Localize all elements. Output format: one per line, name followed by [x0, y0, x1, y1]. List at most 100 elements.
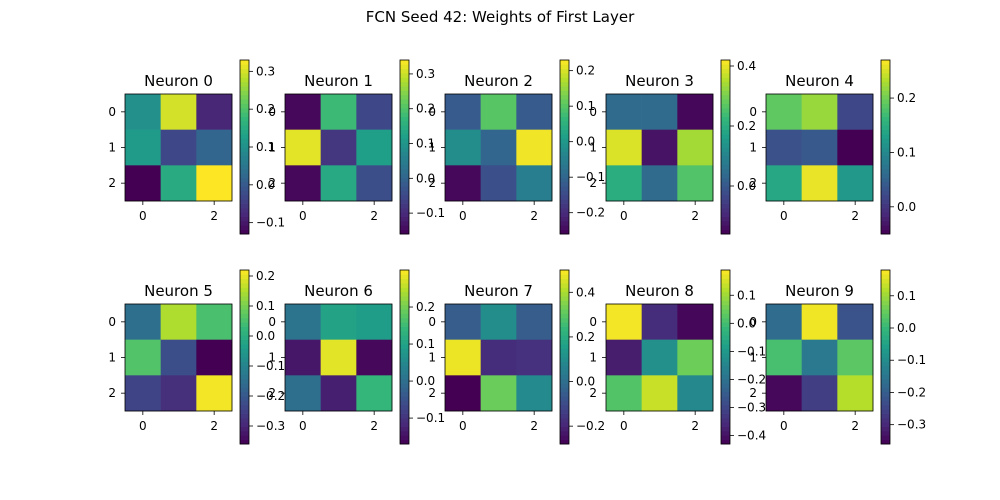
colorbar-segment [881, 99, 890, 104]
colorbar-segment [560, 125, 569, 130]
heatmap-cell [766, 375, 802, 412]
heatmap-cell [516, 375, 553, 412]
colorbar-segment [560, 181, 569, 187]
colorbar-segment [721, 81, 730, 87]
heatmap-cell [445, 375, 481, 412]
colorbar-segment [560, 278, 569, 284]
colorbar-segment [721, 155, 730, 161]
heatmap-cell [285, 165, 321, 202]
colorbar-segment [400, 138, 409, 144]
y-tick-label: 0 [428, 315, 436, 329]
colorbar-segment [400, 396, 409, 401]
colorbar-segment [400, 409, 409, 414]
colorbar-segment [240, 186, 249, 191]
colorbar-segment [400, 133, 409, 139]
heatmap-cell [320, 94, 357, 130]
y-tick-label: 1 [108, 351, 116, 365]
colorbar-segment [560, 326, 569, 332]
colorbar-segment [881, 352, 890, 358]
colorbar-segment [721, 339, 730, 345]
colorbar-segment [240, 361, 249, 367]
colorbar-segment [400, 190, 409, 196]
y-tick-label: 0 [589, 105, 597, 119]
colorbar-segment [721, 417, 730, 423]
colorbar-segment [400, 173, 409, 178]
colorbar-segment [560, 216, 569, 222]
heatmap-cell [516, 94, 553, 130]
x-tick-label: 2 [210, 209, 218, 223]
panel-title: Neuron 4 [785, 72, 854, 90]
colorbar-segment [881, 326, 890, 332]
heatmap-cell [606, 165, 642, 202]
colorbar-segment [721, 374, 730, 380]
y-tick-label: 0 [108, 315, 116, 329]
colorbar-segment [240, 203, 249, 209]
colorbar-segment [240, 60, 249, 65]
heatmap-cell [641, 94, 678, 130]
colorbar-segment [240, 173, 249, 178]
colorbar-segment [240, 94, 249, 100]
colorbar-segment [721, 330, 730, 336]
colorbar-segment [721, 225, 730, 231]
heatmap-cell [125, 165, 161, 202]
colorbar-segment [240, 86, 249, 91]
colorbar-frame [720, 59, 731, 235]
heatmap-panel: Neuron 6 0 1 2 0 2 −0.1 0.0 0.1 0.2 [268, 269, 445, 445]
colorbar-segment [240, 343, 249, 349]
heatmap-cell [641, 375, 678, 412]
colorbar-tick-label: 0.0 [897, 200, 916, 214]
heatmap-cell [445, 94, 481, 130]
heatmap-cell [766, 129, 802, 166]
colorbar-segment [240, 220, 249, 226]
heatmap-cell [480, 375, 517, 412]
colorbar-segment [881, 220, 890, 226]
colorbar-segment [240, 199, 249, 204]
colorbar-segment [240, 181, 249, 187]
colorbar-segment [721, 370, 730, 375]
colorbar-segment [881, 129, 890, 135]
heatmap-cell [285, 339, 321, 376]
colorbar-segment [721, 107, 730, 113]
heatmap-cell [801, 375, 838, 412]
colorbar-segment [881, 426, 890, 432]
heatmap-cell [837, 129, 874, 166]
colorbar-frame [239, 269, 250, 445]
colorbar-segment [240, 207, 249, 213]
colorbar-tick-label: −0.2 [576, 419, 605, 433]
colorbar-segment [560, 212, 569, 217]
heatmap-cell [160, 339, 197, 376]
colorbar-segment [400, 216, 409, 222]
colorbar-segment [721, 173, 730, 178]
colorbar-tick-label: 0.2 [416, 300, 435, 314]
x-tick-label: 0 [299, 209, 307, 223]
heatmap-cell [125, 375, 161, 412]
y-tick-label: 0 [589, 315, 597, 329]
colorbar-tick-label: 0.2 [256, 102, 275, 116]
colorbar-segment [240, 142, 249, 148]
colorbar-segment [240, 322, 249, 327]
colorbar-segment [560, 99, 569, 104]
colorbar-segment [240, 365, 249, 371]
y-tick-label: 0 [428, 105, 436, 119]
heatmap-cell [196, 375, 233, 412]
colorbar-segment [560, 160, 569, 165]
colorbar-segment [560, 409, 569, 414]
x-tick-label: 2 [210, 419, 218, 433]
colorbar-segment [560, 81, 569, 87]
colorbar-tick-label: 0.0 [576, 375, 595, 389]
colorbar-segment [881, 207, 890, 213]
colorbar-segment [881, 225, 890, 231]
colorbar-segment [721, 383, 730, 388]
heatmap-cell [677, 129, 714, 166]
heatmap-cell [837, 94, 874, 130]
colorbar-tick-label: 0.1 [416, 337, 435, 351]
y-tick-label: 0 [749, 315, 757, 329]
colorbar-segment [560, 147, 569, 152]
heatmap-cell [837, 339, 874, 376]
colorbar-segment [881, 94, 890, 100]
colorbar-segment [881, 361, 890, 367]
colorbar-segment [560, 60, 569, 65]
colorbar-segment [400, 296, 409, 301]
